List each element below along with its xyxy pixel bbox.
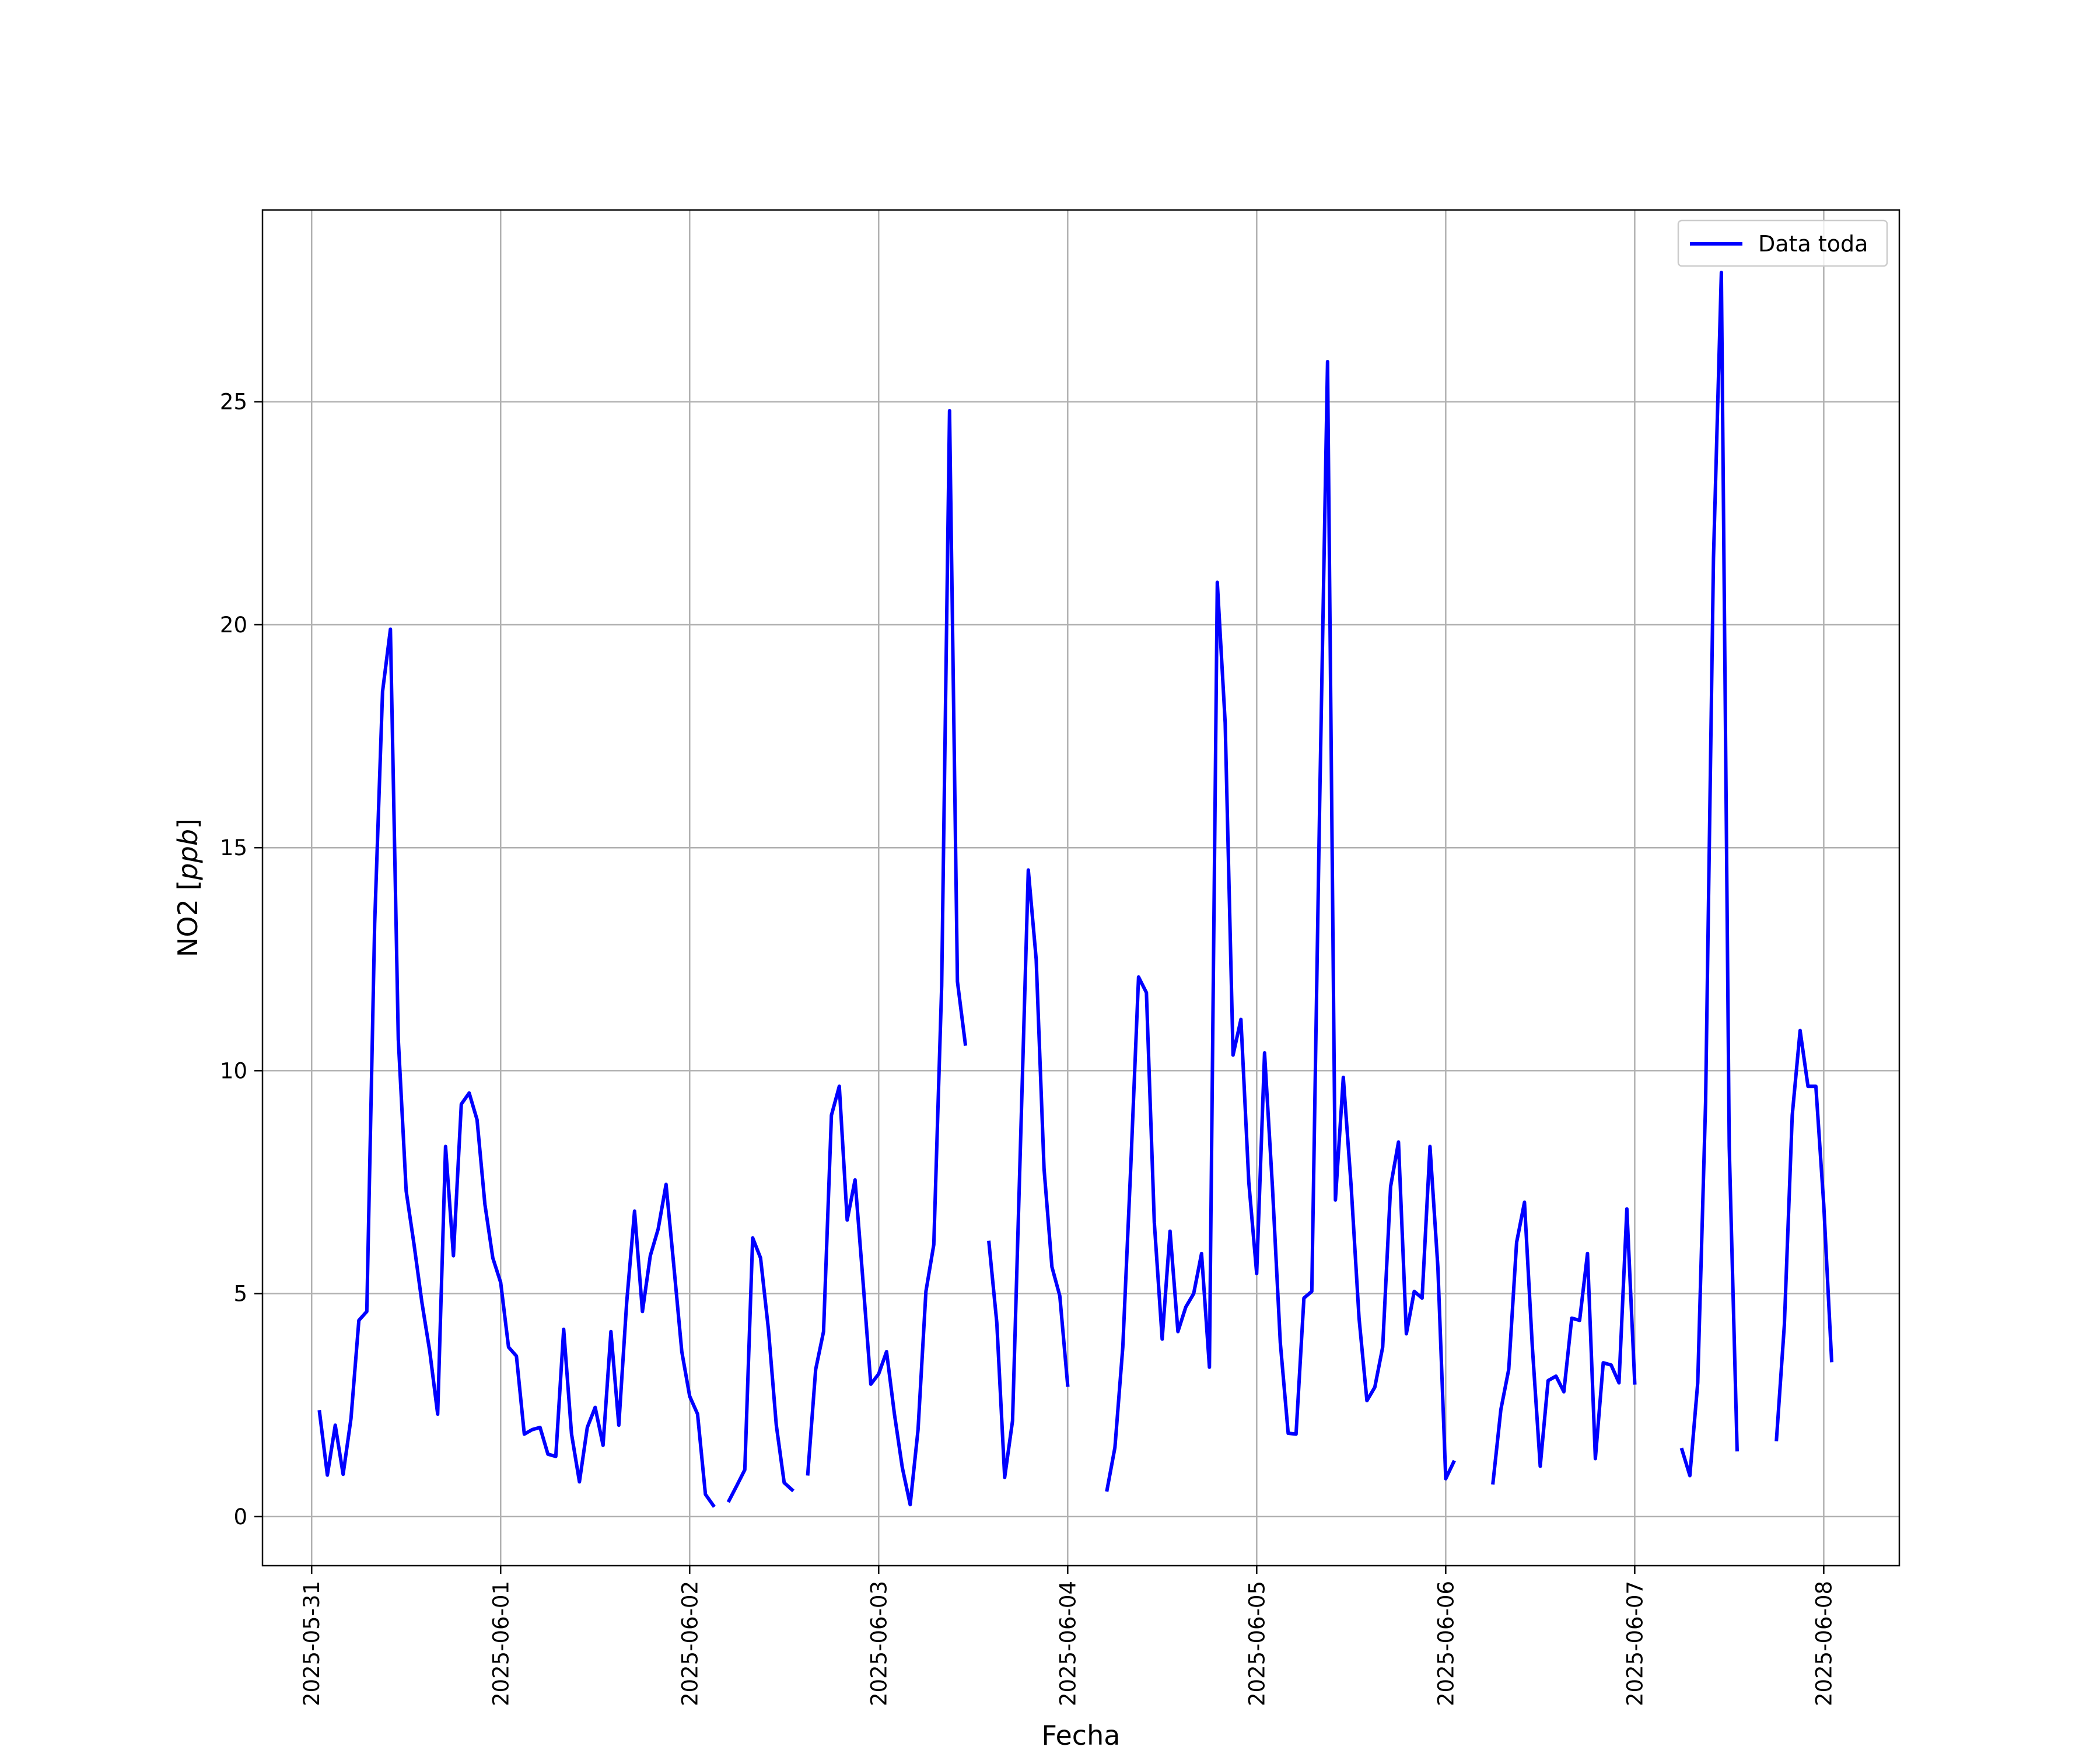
series-line-segment — [1774, 1028, 1834, 1441]
series-line-segment — [1491, 1200, 1637, 1485]
plot-area-background — [262, 210, 1899, 1566]
series-line-segment — [317, 627, 716, 1508]
series-lines — [317, 271, 1834, 1508]
legend-box — [1677, 219, 1888, 267]
plot-frame — [261, 209, 1901, 1567]
y-tick-label: 25 — [220, 390, 247, 415]
series-line-segment — [1105, 359, 1456, 1492]
x-tick-label: 2025-06-03 — [866, 1581, 891, 1706]
series-line-segment — [726, 1236, 795, 1503]
series-line-segment — [1679, 271, 1739, 1478]
x-tick-label: 2025-06-08 — [1811, 1581, 1836, 1706]
y-tick-label: 0 — [233, 1504, 247, 1530]
ticks: 2025-05-31 2025-06-01 2025-06-02 2025-06-03… — [220, 390, 1836, 1706]
x-axis-label: Fecha — [1042, 1720, 1121, 1750]
y-tick-label: 10 — [220, 1058, 247, 1083]
grid — [262, 210, 1899, 1566]
series-line-segment — [806, 409, 968, 1507]
x-tick-label: 2025-06-05 — [1244, 1581, 1269, 1706]
y-tick-label: 5 — [233, 1282, 247, 1307]
x-tick-label: 2025-06-02 — [677, 1581, 702, 1706]
x-tick-label: 2025-06-06 — [1433, 1581, 1458, 1706]
series-line-segment — [987, 868, 1070, 1479]
x-tick-label: 2025-06-01 — [488, 1581, 513, 1706]
legend: Data toda — [1677, 219, 1888, 267]
x-tick-label: 2025-06-07 — [1622, 1581, 1647, 1706]
y-tick-label: 20 — [220, 612, 247, 638]
y-axis-label: NO2 [ppb] — [172, 818, 204, 957]
x-tick-label: 2025-06-04 — [1055, 1581, 1080, 1706]
y-tick-label: 15 — [220, 835, 247, 860]
legend-label-data-toda: Data toda — [1758, 231, 1868, 257]
x-tick-label: 2025-05-31 — [299, 1581, 324, 1706]
